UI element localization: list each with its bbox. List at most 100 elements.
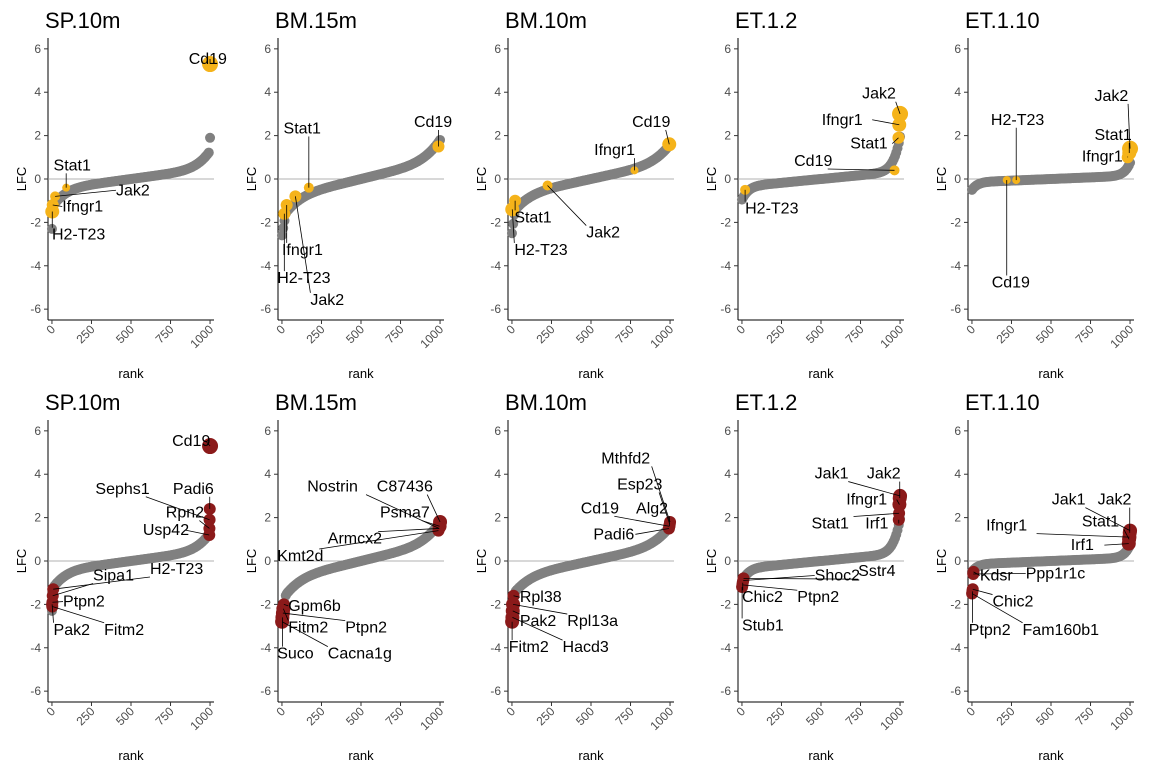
y-tick-label: 0 (34, 554, 41, 568)
label-leader (743, 575, 815, 581)
gene-label: Stat1 (850, 136, 887, 153)
background-points (736, 513, 906, 587)
label-leader (827, 168, 895, 171)
gene-label: Ptpn2 (63, 594, 105, 611)
y-tick-label: 6 (494, 424, 501, 438)
panel-10: ET.1.10 -6 -4 -2 0 2 4 6 0 250 500 750 1000 rank LFC Ja… (934, 390, 1138, 763)
label-leader (145, 496, 210, 521)
panel-title: ET.1.10 (965, 8, 1040, 33)
gene-label: Ptpn2 (797, 589, 839, 606)
x-axis-label: rank (808, 748, 834, 763)
gene-label: Kdsr (980, 568, 1014, 585)
gene-label: Ifngr1 (846, 492, 887, 509)
x-tick-label: 0 (503, 322, 518, 337)
gene-label: Suco (277, 646, 314, 663)
y-tick-label: 6 (34, 424, 41, 438)
gene-label: Usp42 (143, 522, 189, 539)
label-leader (294, 196, 311, 293)
gene-label: Stat1 (1082, 513, 1119, 530)
x-tick-label: 0 (503, 704, 518, 719)
x-tick-label: 0 (963, 704, 978, 719)
label-leader (205, 440, 211, 447)
gene-label: Gpm6b (288, 598, 341, 615)
gene-label: Jak2 (586, 225, 620, 242)
x-tick-label: 500 (573, 322, 597, 346)
y-tick-label: -2 (260, 215, 271, 229)
x-axis-label: rank (118, 748, 144, 763)
label-leader (199, 520, 210, 529)
y-tick-label: 2 (494, 129, 501, 143)
gene-label: Ptpn2 (345, 620, 387, 637)
y-tick-label: 2 (494, 511, 501, 525)
gene-label: Padi6 (593, 526, 634, 543)
y-tick-label: 0 (494, 172, 501, 186)
gene-label: Jak1 (1052, 492, 1086, 509)
gene-label: Sephs1 (95, 481, 149, 498)
y-tick-label: -6 (490, 684, 501, 698)
gene-label: Fitm2 (104, 622, 144, 639)
y-tick-label: 0 (954, 554, 961, 568)
label-leader (378, 528, 439, 533)
y-tick-label: 2 (34, 511, 41, 525)
x-tick-label: 1000 (417, 322, 446, 351)
gene-label: Rpl38 (520, 589, 562, 606)
label-leader (853, 512, 900, 517)
gene-label: Alg2 (636, 500, 668, 517)
x-tick-label: 250 (534, 322, 558, 346)
panel-2: BM.15m -6 -4 -2 0 2 4 6 0 250 500 750 1000 rank LFC Cd1… (244, 8, 452, 381)
gene-label: Chic2 (742, 589, 783, 606)
y-tick-label: -2 (30, 597, 41, 611)
label-leader (512, 617, 563, 641)
gene-label: Hacd3 (563, 639, 609, 656)
label-leader (283, 608, 289, 621)
y-tick-label: -2 (490, 597, 501, 611)
gene-label: Cd19 (414, 114, 452, 131)
x-tick-label: 1000 (187, 322, 216, 351)
y-tick-label: 2 (264, 511, 271, 525)
y-tick-label: 6 (34, 42, 41, 56)
gene-label: Ifngr1 (1082, 149, 1123, 166)
label-leader (53, 576, 151, 590)
y-tick-label: 6 (954, 424, 961, 438)
x-tick-label: 500 (803, 704, 827, 728)
y-tick-label: 4 (494, 467, 501, 481)
y-axis-label: LFC (704, 549, 719, 574)
y-tick-label: 4 (264, 467, 271, 481)
panel-title: ET.1.2 (735, 390, 797, 415)
y-tick-label: 0 (724, 554, 731, 568)
background-points (276, 134, 446, 241)
x-axis-label: rank (578, 366, 604, 381)
y-axis-label: LFC (244, 549, 259, 574)
label-leader (283, 604, 289, 607)
label-leader (614, 515, 670, 527)
gene-label: Ifngr1 (282, 242, 323, 259)
panel-9: ET.1.2 -6 -4 -2 0 2 4 6 0 250 500 750 1000 rank LFC Jak… (704, 390, 908, 763)
label-leader (281, 621, 328, 647)
y-tick-label: 2 (264, 129, 271, 143)
x-axis-label: rank (348, 748, 374, 763)
y-tick-label: 2 (954, 511, 961, 525)
panel-title: ET.1.2 (735, 8, 797, 33)
y-axis-label: LFC (474, 167, 489, 192)
x-tick-label: 500 (1033, 704, 1057, 728)
y-tick-label: 6 (724, 42, 731, 56)
label-leader (1085, 507, 1131, 531)
y-tick-label: 0 (34, 172, 41, 186)
gene-label: H2-T23 (277, 270, 330, 287)
gene-label: Cd19 (581, 500, 619, 517)
x-tick-label: 0 (43, 322, 58, 337)
gene-label: Ifngr1 (594, 142, 635, 159)
label-leader (52, 606, 105, 624)
y-tick-label: 0 (494, 554, 501, 568)
x-tick-label: 250 (74, 322, 98, 346)
x-tick-label: 1000 (647, 704, 676, 733)
gene-label: Stat1 (1094, 127, 1131, 144)
background-points (966, 157, 1136, 195)
background-point (46, 223, 57, 234)
panel-title: BM.10m (505, 390, 587, 415)
x-tick-label: 750 (1073, 322, 1097, 346)
y-tick-label: -6 (720, 684, 731, 698)
label-leader (651, 466, 671, 523)
x-axis-label: rank (118, 366, 144, 381)
